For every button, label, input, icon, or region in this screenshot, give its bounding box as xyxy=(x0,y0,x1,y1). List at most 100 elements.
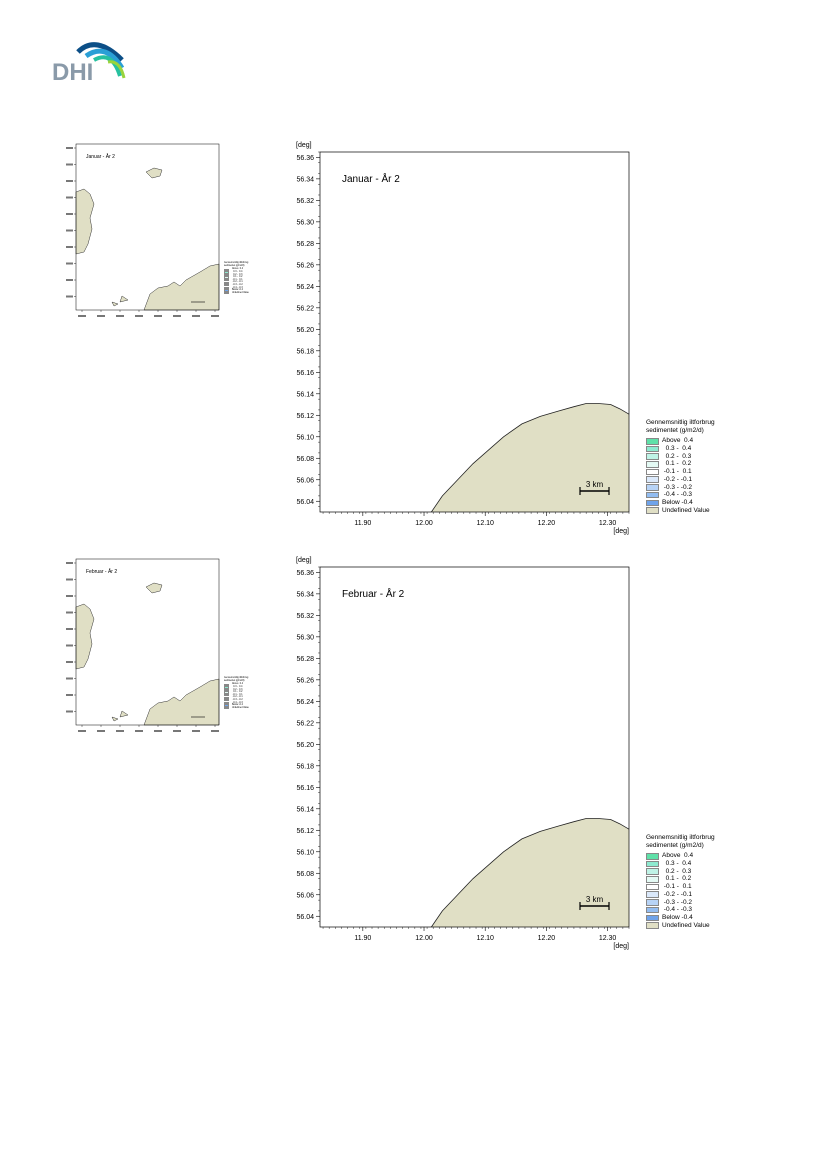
legend-swatch xyxy=(646,461,659,468)
legend-item: Below -0.4 xyxy=(224,704,249,707)
legend-detail: Gennemsnitlig iltforbrug sedimentet (g/m2… xyxy=(646,419,715,514)
legend-item: -0.4 - -0.3 xyxy=(646,906,715,914)
legend-label: 0.2 - 0.3 xyxy=(232,273,243,276)
y-tick-label: 56.08 xyxy=(296,871,314,878)
overview-land xyxy=(145,582,163,594)
legend-item: Below -0.4 xyxy=(646,499,715,507)
legend-label: Below -0.4 xyxy=(662,913,693,921)
legend-title: Gennemsnitlig iltforbrug xyxy=(646,834,715,841)
legend-label: -0.2 - -0.1 xyxy=(662,475,692,483)
legend-label: 0.1 - 0.2 xyxy=(232,691,243,694)
y-tick-label: 56.24 xyxy=(296,699,314,706)
legend-item: -0.3 - -0.2 xyxy=(646,484,715,492)
coastline xyxy=(431,818,630,928)
legend-swatch xyxy=(224,704,229,707)
legend-label: -0.1 - 0.1 xyxy=(662,883,692,891)
legend-label: 0.1 - 0.2 xyxy=(662,460,692,468)
legend-item: 0.2 - 0.3 xyxy=(224,274,249,277)
legend-swatch xyxy=(224,284,229,287)
plot-frame xyxy=(319,151,630,513)
legend-swatch xyxy=(646,438,659,445)
y-tick-label: 56.18 xyxy=(296,348,314,355)
legend-item: 0.3 - 0.4 xyxy=(224,271,249,274)
legend-swatch xyxy=(224,286,229,290)
legend-label: -0.3 - -0.2 xyxy=(662,898,692,906)
x-tick-label: 12.20 xyxy=(538,520,556,527)
legend-swatch xyxy=(224,707,229,710)
legend-swatch xyxy=(224,686,229,689)
legend-swatch xyxy=(646,891,659,899)
legend-label: -0.3 - -0.2 xyxy=(232,698,243,701)
logo-text: DHI xyxy=(52,59,93,84)
legend-label: Above 0.4 xyxy=(662,852,694,860)
legend-label: -0.1 - 0.1 xyxy=(232,693,243,696)
legend-item: -0.4 - -0.3 xyxy=(224,287,249,290)
legend-item: Below -0.4 xyxy=(224,289,249,292)
legend-item: 0.1 - 0.2 xyxy=(646,460,715,469)
legend-swatch xyxy=(224,289,229,292)
legend-label: -0.4 - -0.3 xyxy=(662,491,692,499)
legend-swatch xyxy=(646,860,659,868)
legend-item: Above 0.4 xyxy=(646,852,715,861)
legend-title: Gennemsnitlig iltforbrug xyxy=(646,419,715,426)
y-tick-label: 56.26 xyxy=(296,677,314,684)
legend-item: Above 0.4 xyxy=(646,437,715,446)
legend-item: -0.3 - -0.2 xyxy=(224,284,249,287)
legend-label: -0.4 - -0.3 xyxy=(662,906,692,914)
legend-label: Below -0.4 xyxy=(232,289,243,292)
legend-swatch xyxy=(646,445,659,453)
y-axis-unit: [deg] xyxy=(296,142,312,149)
y-tick-label: 56.04 xyxy=(296,914,314,921)
x-tick-label: 11.90 xyxy=(354,520,371,527)
map-title: Februar - År 2 xyxy=(342,587,405,600)
y-tick-label: 56.14 xyxy=(296,391,314,398)
y-tick-label: 56.06 xyxy=(296,477,314,484)
legend-label: -0.1 - 0.1 xyxy=(232,278,243,281)
legend-swatch xyxy=(646,468,659,476)
legend-label: -0.4 - -0.3 xyxy=(232,701,243,704)
coastline xyxy=(431,403,630,513)
y-tick-label: 56.34 xyxy=(296,591,314,598)
legend-swatch xyxy=(224,279,229,282)
y-tick-label: 56.22 xyxy=(296,720,314,727)
overview-land xyxy=(119,295,129,303)
legend-item: Below -0.4 xyxy=(646,914,715,922)
x-tick-label: 12.30 xyxy=(599,520,617,527)
detail-map: [deg] 56.36 56.34 56.32 56.30 56.28 56.26 56.24… xyxy=(296,557,630,950)
y-tick-label: 56.12 xyxy=(296,413,314,420)
y-tick-label: 56.10 xyxy=(296,434,314,441)
y-tick-label: 56.18 xyxy=(296,763,314,770)
legend-detail: Gennemsnitlig iltforbrug sedimentet (g/m2… xyxy=(646,834,715,929)
legend-item: -0.3 - -0.2 xyxy=(224,699,249,702)
y-tick-label: 56.06 xyxy=(296,892,314,899)
y-tick-label: 56.04 xyxy=(296,499,314,506)
legend-swatch xyxy=(224,273,229,277)
legend-swatch xyxy=(646,484,659,491)
legend-subtitle: sedimentet (g/m2/d) xyxy=(646,841,704,849)
legend-item: 0.3 - 0.4 xyxy=(646,860,715,868)
legend-swatch xyxy=(224,271,229,274)
legend-item: -0.1 - 0.1 xyxy=(646,883,715,891)
legend-item: 0.2 - 0.3 xyxy=(646,453,715,461)
legend-label: -0.3 - -0.2 xyxy=(662,483,692,491)
legend-label: Undefined Value xyxy=(232,706,249,709)
map-panel-januar: Januar - År 2 Gennemsnitlig iltforbrug sed… xyxy=(0,130,827,535)
legend-subtitle: sedimentet (g/m2/d) xyxy=(646,426,704,434)
legend-swatch xyxy=(646,499,659,507)
legend-swatch xyxy=(224,688,229,692)
x-tick-label: 12.00 xyxy=(415,935,433,942)
y-tick-label: 56.22 xyxy=(296,305,314,312)
legend-swatch xyxy=(224,696,229,699)
overview-title: Januar - År 2 xyxy=(86,153,115,160)
overview-frame xyxy=(75,143,220,311)
y-tick-label: 56.08 xyxy=(296,456,314,463)
legend-swatch xyxy=(646,899,659,906)
legend-label: 0.2 - 0.3 xyxy=(232,688,243,691)
scale-bar-label: 3 km xyxy=(586,480,604,489)
overview-map: Februar - År 2 Gennemsnitlig iltforbrug se… xyxy=(62,549,249,739)
x-tick-label: 12.00 xyxy=(415,520,433,527)
legend-swatch xyxy=(224,276,229,279)
y-tick-label: 56.16 xyxy=(296,370,314,377)
legend-label: -0.1 - 0.1 xyxy=(662,468,692,476)
y-tick-label: 56.28 xyxy=(296,241,314,248)
